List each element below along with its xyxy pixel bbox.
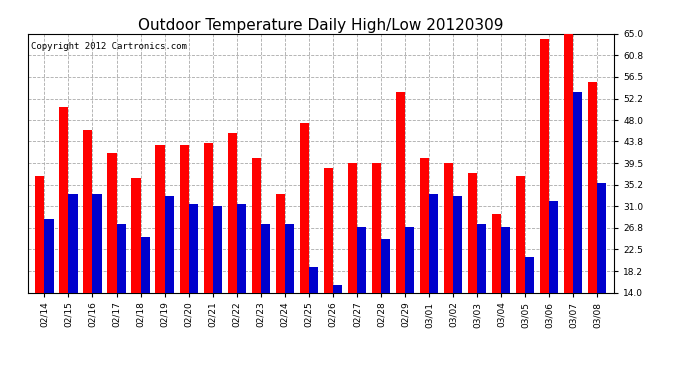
Text: Copyright 2012 Cartronics.com: Copyright 2012 Cartronics.com xyxy=(30,42,186,51)
Bar xyxy=(83,130,92,363)
Bar xyxy=(477,224,486,363)
Bar xyxy=(564,34,573,363)
Bar xyxy=(179,146,188,363)
Bar xyxy=(525,257,534,363)
Bar xyxy=(468,173,477,363)
Bar xyxy=(372,163,381,363)
Bar xyxy=(155,146,165,363)
Bar xyxy=(598,183,607,363)
Bar xyxy=(420,158,429,363)
Title: Outdoor Temperature Daily High/Low 20120309: Outdoor Temperature Daily High/Low 20120… xyxy=(138,18,504,33)
Bar xyxy=(35,176,44,363)
Bar xyxy=(213,206,221,363)
Bar xyxy=(252,158,261,363)
Bar xyxy=(492,214,501,363)
Bar xyxy=(228,133,237,363)
Bar xyxy=(429,194,438,363)
Bar xyxy=(333,285,342,363)
Bar xyxy=(381,239,390,363)
Bar xyxy=(285,224,294,363)
Bar xyxy=(108,153,117,363)
Bar xyxy=(540,39,549,363)
Bar xyxy=(405,226,414,363)
Bar xyxy=(324,168,333,363)
Bar xyxy=(131,178,141,363)
Bar xyxy=(501,226,511,363)
Bar xyxy=(549,201,558,363)
Bar xyxy=(59,107,68,363)
Bar xyxy=(165,196,174,363)
Bar xyxy=(92,194,101,363)
Bar xyxy=(261,224,270,363)
Bar xyxy=(357,226,366,363)
Bar xyxy=(141,237,150,363)
Bar xyxy=(117,224,126,363)
Bar xyxy=(276,194,285,363)
Bar xyxy=(204,143,213,363)
Bar xyxy=(68,194,77,363)
Bar xyxy=(299,123,309,363)
Bar xyxy=(237,204,246,363)
Bar xyxy=(573,92,582,363)
Bar xyxy=(453,196,462,363)
Bar xyxy=(44,219,54,363)
Bar xyxy=(348,163,357,363)
Bar xyxy=(516,176,525,363)
Bar xyxy=(444,163,453,363)
Bar xyxy=(188,204,198,363)
Bar xyxy=(588,82,598,363)
Bar xyxy=(309,267,318,363)
Bar xyxy=(396,92,405,363)
